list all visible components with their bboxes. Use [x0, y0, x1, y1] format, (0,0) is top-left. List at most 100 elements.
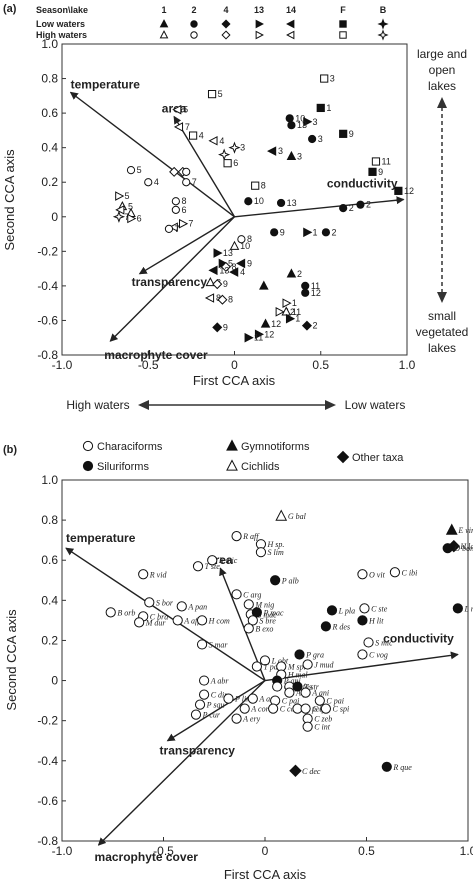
data-point — [314, 695, 325, 706]
vector-label-temperature: temperature — [66, 531, 136, 545]
legend-marker — [221, 19, 231, 29]
point-label: S mic — [375, 638, 393, 647]
legend-column-label: 1 — [161, 5, 166, 15]
point-label: 10 — [240, 241, 250, 251]
vector-label-transparency: transparency — [160, 744, 236, 758]
point-label: G bal — [288, 512, 307, 521]
point-label: S lim — [268, 548, 284, 557]
data-point — [243, 599, 254, 610]
x-tick-label: 0 — [262, 844, 269, 858]
point-label: C dec — [302, 767, 321, 776]
data-point — [223, 159, 232, 168]
point-label: 8 — [247, 234, 252, 244]
data-point — [339, 129, 348, 138]
point-label: T ste — [205, 562, 221, 571]
data-point — [302, 721, 313, 732]
point-label: 11 — [292, 307, 301, 317]
point-label: 6 — [181, 205, 186, 215]
point-label: 7 — [125, 212, 130, 222]
annotation-small-vegetated-lakes-line2: vegetated — [416, 325, 469, 339]
data-point — [196, 615, 208, 626]
data-point — [254, 329, 265, 340]
point-label: A asu — [258, 695, 277, 704]
point-label: 11 — [382, 156, 391, 166]
data-point — [292, 681, 303, 692]
panel-b-x-axis-title: First CCA axis — [224, 867, 307, 882]
point-label: 12 — [271, 319, 281, 329]
data-point — [247, 615, 258, 626]
point-label: C ibi — [402, 568, 418, 577]
point-label: S mac — [257, 610, 277, 619]
point-label: L mel — [463, 604, 473, 613]
y-tick-label: -0.6 — [37, 794, 58, 808]
panel-a-x-axis-title: First CCA axis — [193, 373, 276, 388]
point-label: 9 — [247, 258, 252, 268]
data-point — [112, 210, 126, 223]
legend-marker — [339, 31, 347, 39]
data-point — [237, 235, 246, 244]
legend-column-label: B — [380, 5, 387, 15]
data-point — [394, 186, 403, 195]
y-tick-label: 0.8 — [41, 513, 58, 527]
data-point — [212, 322, 223, 333]
point-label: C arg — [243, 590, 261, 599]
point-label: M dur — [145, 618, 167, 627]
point-label: 12 — [264, 329, 274, 339]
data-point — [320, 703, 331, 714]
vector-label-macrophyte-cover: macrophyte cover — [104, 348, 208, 362]
point-label: 5 — [128, 201, 133, 211]
point-label: P squ — [206, 701, 225, 710]
point-label: O vit — [369, 570, 386, 579]
vector-transparency — [166, 679, 266, 742]
annotation-low-waters: Low waters — [345, 398, 406, 412]
point-label: 7 — [188, 219, 193, 229]
data-point — [236, 258, 246, 269]
data-point — [359, 603, 370, 614]
annotation-small-vegetated-lakes-line1: small — [428, 309, 456, 323]
point-label: R des — [332, 622, 351, 631]
point-label: 10 — [254, 196, 264, 206]
point-label: H lab — [459, 542, 473, 551]
panel-b-vectors: temperatureareaconductivitytransparencym… — [65, 531, 459, 864]
point-label: 2 — [332, 227, 337, 237]
data-point — [144, 597, 155, 608]
data-point — [199, 675, 210, 686]
point-label: C vog — [369, 650, 388, 659]
point-label: 2 — [366, 200, 371, 210]
point-label: 12 — [404, 186, 414, 196]
data-point — [247, 693, 258, 704]
point-label: M sp. — [287, 663, 306, 672]
legend-column-label: 14 — [286, 5, 296, 15]
point-label: 1 — [295, 314, 300, 324]
data-point — [339, 204, 348, 213]
panel-a-y-axis-title: Second CCA axis — [2, 149, 17, 251]
data-point — [300, 703, 311, 714]
y-tick-label: 0.4 — [41, 141, 58, 155]
point-label: 7 — [175, 224, 180, 234]
point-label: 9 — [349, 129, 354, 139]
x-tick-label: 0.5 — [358, 844, 375, 858]
point-label: R mic — [218, 556, 238, 565]
point-label: 7 — [185, 122, 190, 132]
vector-macrophyte-cover — [109, 216, 235, 342]
data-point — [171, 205, 180, 214]
data-point — [218, 148, 231, 161]
data-point — [251, 661, 262, 672]
legend-marker — [82, 440, 94, 452]
data-point — [371, 157, 381, 166]
panel-a-label: (a) — [3, 3, 17, 15]
y-tick-label: 0.2 — [41, 633, 58, 647]
point-label: 4 — [199, 131, 204, 141]
point-label: C dim — [211, 691, 231, 700]
point-label: 1 — [326, 103, 331, 113]
data-point — [134, 617, 145, 628]
annotation-large-open-lakes-line1: large and — [417, 47, 467, 61]
y-tick-label: -0.2 — [37, 244, 58, 258]
data-point — [244, 197, 253, 206]
data-point — [182, 178, 191, 187]
data-point — [267, 146, 277, 156]
legend-marker — [159, 19, 169, 28]
data-point — [289, 764, 302, 778]
data-point — [260, 318, 271, 328]
